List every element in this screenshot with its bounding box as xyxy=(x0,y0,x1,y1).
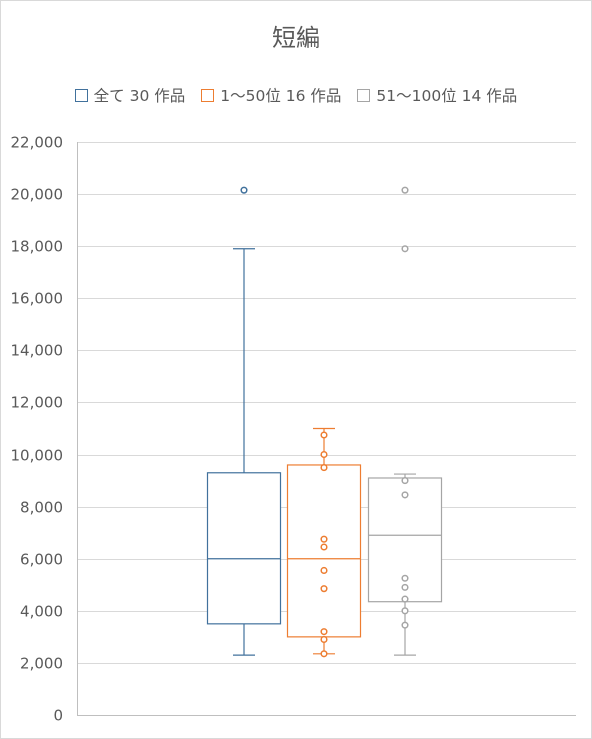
y-tick-label: 18,000 xyxy=(11,238,64,256)
data-point-all xyxy=(240,186,248,194)
legend-swatch-rank51-100 xyxy=(357,88,371,102)
data-point-top50 xyxy=(320,566,328,574)
data-point-top50 xyxy=(320,635,328,644)
chart-title: 短編 xyxy=(272,24,320,52)
y-tick-label: 22,000 xyxy=(11,134,64,152)
data-point-rank51-100 xyxy=(401,491,409,499)
legend-swatch-all xyxy=(74,88,88,102)
data-point-top50 xyxy=(320,464,328,472)
data-point-top50 xyxy=(320,650,328,658)
data-point-rank51-100 xyxy=(401,607,409,615)
box-top50 xyxy=(286,464,362,638)
box-all xyxy=(206,472,282,625)
legend-item-all[interactable]: 全て 30 作品 xyxy=(74,84,186,106)
data-point-rank51-100 xyxy=(401,595,409,603)
y-tick-label: 4,000 xyxy=(20,603,63,621)
data-point-rank51-100 xyxy=(401,583,409,591)
legend-label-all: 全て 30 作品 xyxy=(93,87,186,105)
data-point-rank51-100 xyxy=(401,477,409,485)
data-point-rank51-100 xyxy=(401,186,409,194)
data-point-top50 xyxy=(320,431,328,439)
y-tick-label: 2,000 xyxy=(20,655,63,673)
data-point-rank51-100 xyxy=(401,245,409,253)
y-tick-label: 16,000 xyxy=(11,290,64,308)
y-tick-label: 14,000 xyxy=(11,342,64,360)
data-point-top50 xyxy=(320,543,328,551)
y-tick-label: 20,000 xyxy=(11,186,64,204)
legend-item-top50[interactable]: 1〜50位 16 作品 xyxy=(201,84,341,106)
y-tick-label: 10,000 xyxy=(11,447,64,465)
data-point-top50 xyxy=(320,535,328,543)
legend: 全て 30 作品 1〜50位 16 作品 51〜100位 14 作品 xyxy=(0,84,592,106)
data-point-top50 xyxy=(320,585,328,593)
legend-item-rank51-100[interactable]: 51〜100位 14 作品 xyxy=(357,84,517,106)
data-point-rank51-100 xyxy=(401,621,409,629)
y-tick-label: 8,000 xyxy=(20,499,63,517)
data-point-top50 xyxy=(320,628,328,636)
legend-label-top50: 1〜50位 16 作品 xyxy=(220,87,342,105)
legend-label-rank51-100: 51〜100位 14 作品 xyxy=(376,87,518,105)
y-tick-label: 12,000 xyxy=(11,394,64,412)
legend-swatch-top50 xyxy=(201,88,215,102)
data-point-rank51-100 xyxy=(401,574,409,582)
y-tick-label: 6,000 xyxy=(20,551,63,569)
y-tick-label: 0 xyxy=(53,707,63,725)
data-point-top50 xyxy=(320,450,328,459)
